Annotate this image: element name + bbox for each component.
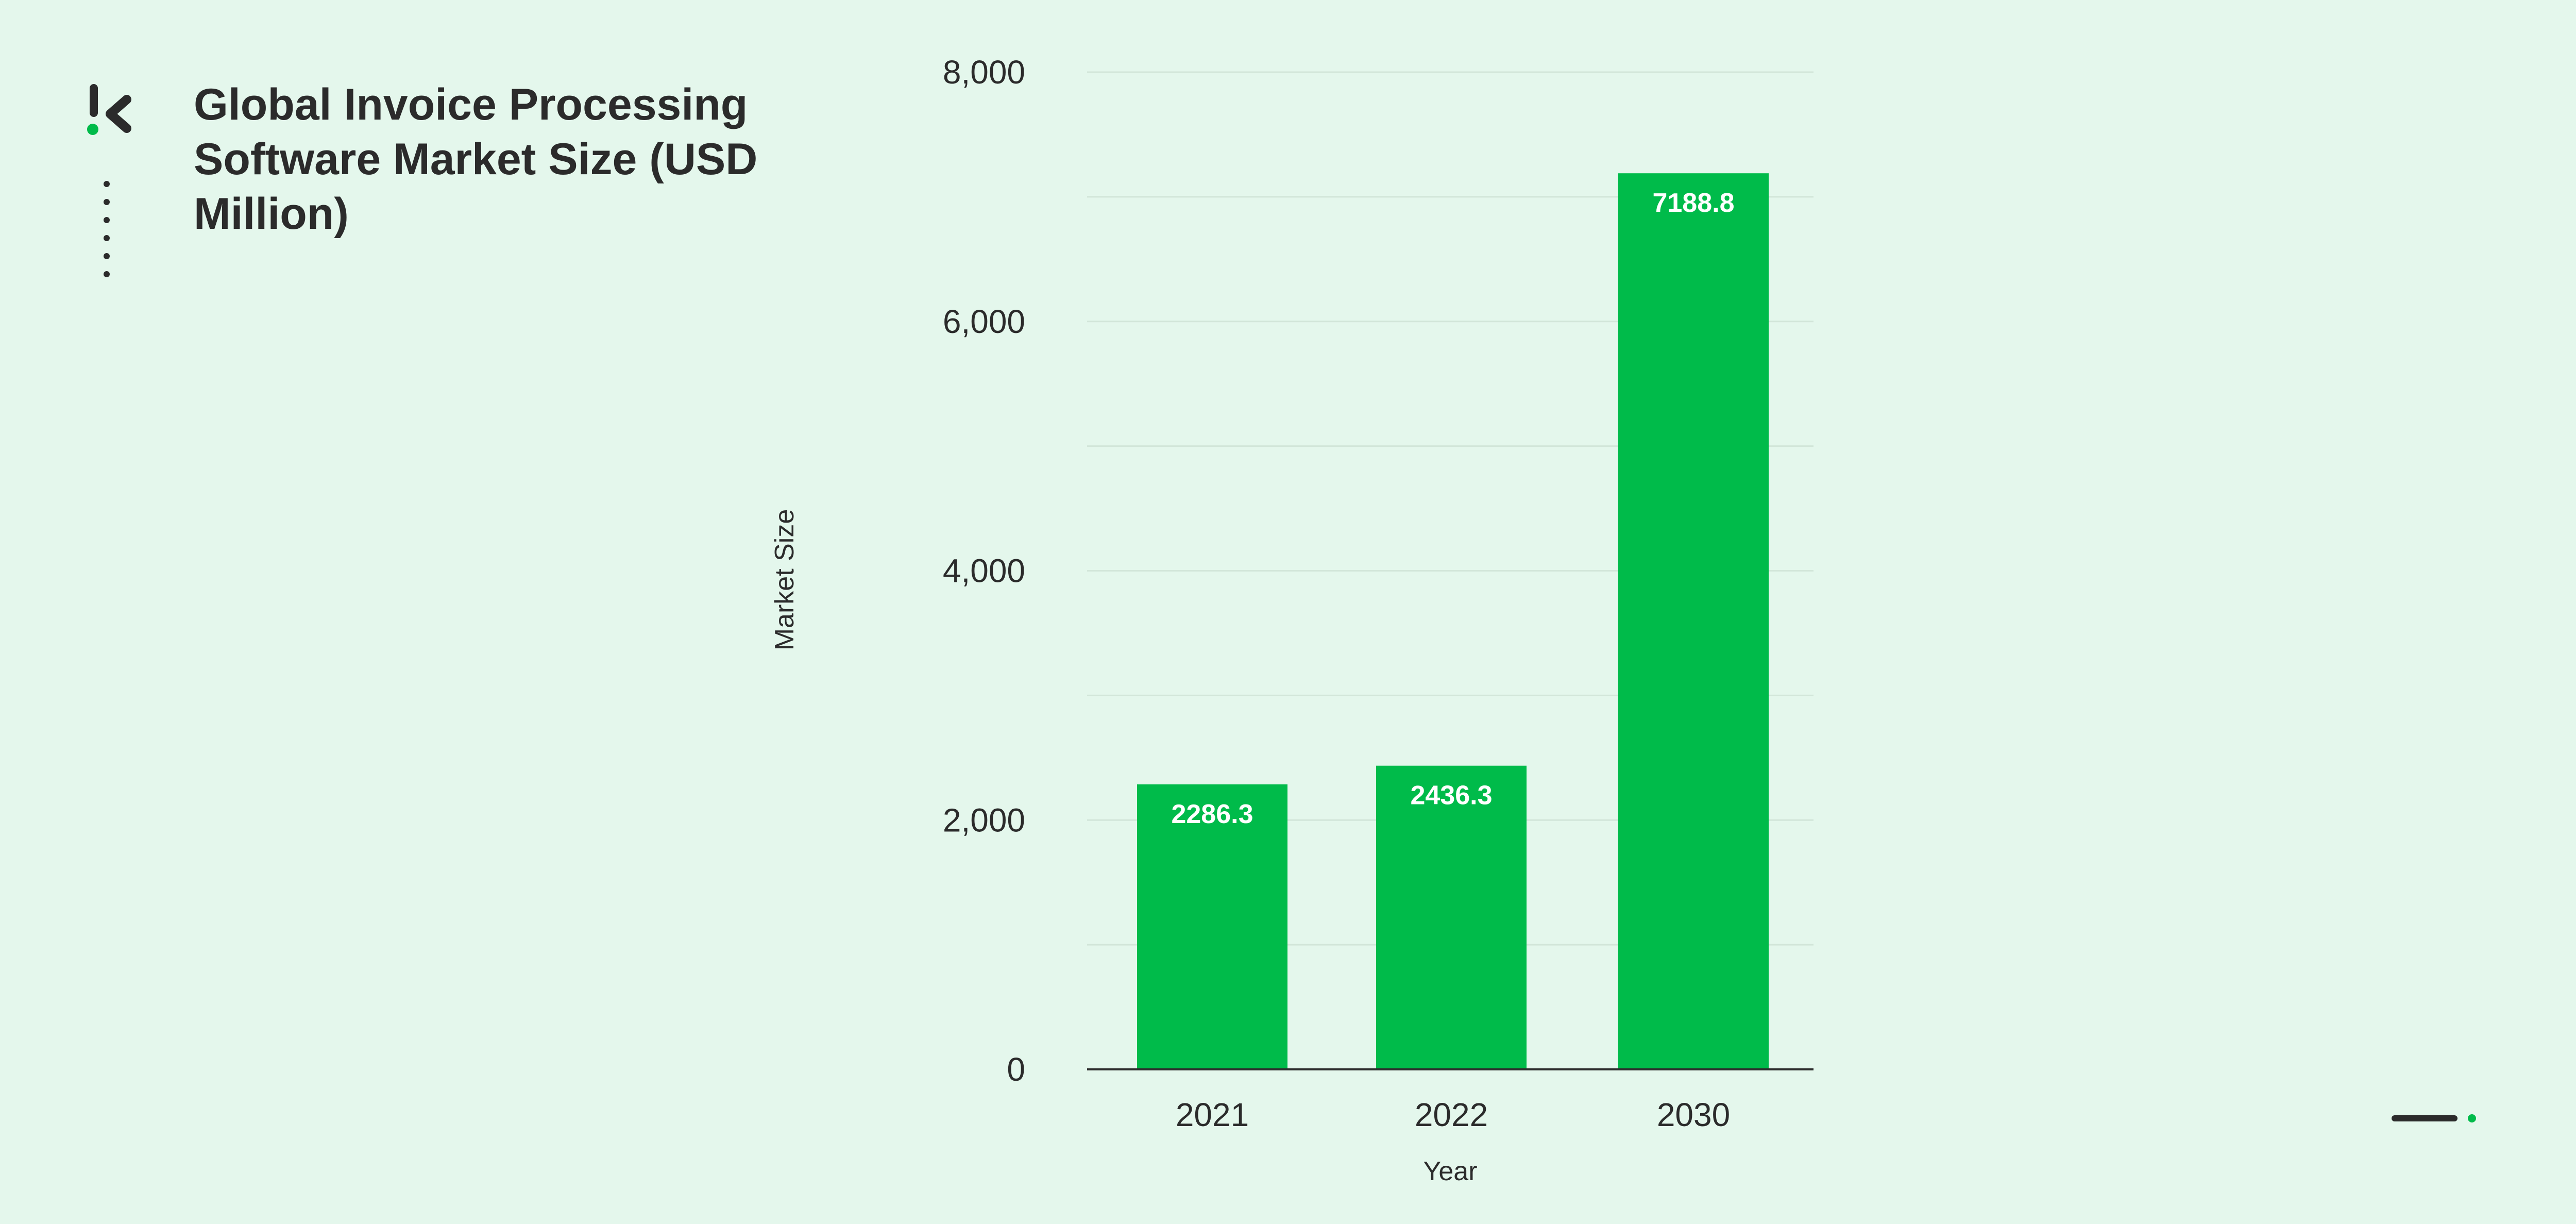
bar-2022 [1376, 765, 1527, 1069]
chart-bars: 2286.3 2436.3 7188.8 [1137, 173, 1769, 1070]
y-tick-label: 8,000 [943, 54, 1025, 91]
x-tick-label: 2022 [1415, 1096, 1488, 1133]
y-tick-label: 6,000 [943, 303, 1025, 340]
k-logo-icon [87, 84, 131, 135]
vertical-dots-decoration [104, 181, 110, 277]
y-tick-label: 0 [1007, 1051, 1025, 1088]
y-axis-ticks: 0 2,000 4,000 6,000 8,000 [943, 54, 1025, 1088]
footer-dash-dot-decoration [2392, 1114, 2476, 1122]
y-axis-title: Market Size [770, 509, 800, 651]
x-tick-label: 2021 [1176, 1096, 1249, 1133]
chart-title: Global Invoice Processing Software Marke… [194, 80, 758, 239]
bar-value-label: 7188.8 [1652, 188, 1734, 218]
bar-2021 [1137, 784, 1287, 1069]
bar-value-label: 2286.3 [1171, 799, 1253, 829]
y-tick-label: 2,000 [943, 801, 1025, 839]
x-axis-title: Year [1423, 1156, 1477, 1186]
x-tick-label: 2030 [1657, 1096, 1730, 1133]
y-tick-label: 4,000 [943, 552, 1025, 590]
bar-2030 [1618, 173, 1769, 1070]
bar-value-label: 2436.3 [1410, 781, 1492, 811]
x-axis-ticks: 2021 2022 2030 [1176, 1096, 1730, 1133]
